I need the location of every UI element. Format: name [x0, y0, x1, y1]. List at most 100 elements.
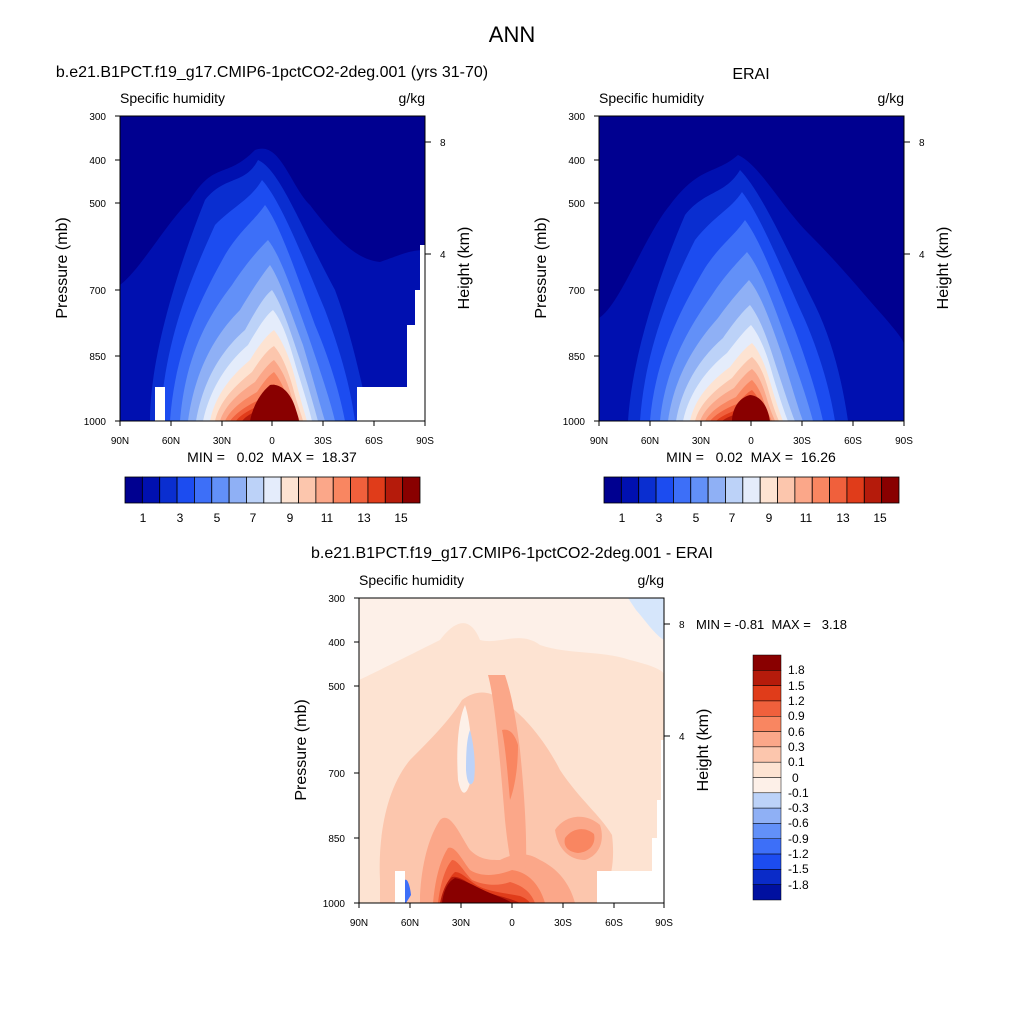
colorbar-label: 5 — [214, 511, 221, 525]
missing-data-masks — [395, 740, 664, 903]
min-max-stats: MIN = 0.02 MAX = 16.26 — [666, 449, 836, 465]
missing-data-block — [652, 838, 664, 871]
colorbar-label: 11 — [321, 511, 334, 525]
colorbar-label: 0.9 — [788, 709, 805, 723]
x-axis: 90N 60N 30N 0 30S 60S 90S — [111, 421, 434, 447]
x-tick-label: 30N — [213, 436, 231, 447]
colorbar-box — [655, 476, 674, 504]
panel-erai: ERAI Specific humidity g/kg — [533, 66, 952, 525]
colorbar-box — [752, 685, 782, 702]
y-axis: 300 400 500 700 850 1000 Pressure (mb) — [533, 112, 599, 428]
colorbar-box — [881, 476, 900, 504]
colorbar-label: 15 — [394, 511, 408, 525]
contour-level-neg-0.1 — [466, 730, 475, 785]
colorbar-label: 9 — [287, 511, 294, 525]
x-tick-label: 60S — [605, 918, 623, 929]
y-tick-label: 700 — [568, 286, 585, 297]
colorbar-label: 1.8 — [788, 663, 805, 677]
colorbar-box — [846, 476, 865, 504]
plot-area — [119, 115, 426, 422]
colorbar-label: 1 — [619, 511, 626, 525]
x-tick-label: 90N — [111, 436, 129, 447]
humidity-contours — [120, 148, 425, 421]
colorbar-label: -1.5 — [788, 862, 809, 876]
colorbar-label: 1.5 — [788, 679, 805, 693]
y-tick-label: 700 — [89, 286, 106, 297]
x-axis: 90N 60N 30N 0 30S 60S 90S — [350, 903, 673, 929]
y-tick-label: 300 — [568, 112, 585, 123]
x-tick-label: 90N — [590, 436, 608, 447]
x-tick-label: 60N — [641, 436, 659, 447]
colorbar-box — [228, 476, 247, 504]
x-tick-label: 60S — [365, 436, 383, 447]
y-tick-label: 400 — [568, 156, 585, 167]
colorbar-boxes — [603, 476, 900, 504]
y-tick-label: 1000 — [323, 899, 346, 910]
panel-model: b.e21.B1PCT.f19_g17.CMIP6-1pctCO2-2deg.0… — [54, 64, 488, 525]
y2-tick-label: 8 — [440, 138, 446, 149]
missing-data-block — [395, 871, 405, 903]
colorbar-box — [752, 716, 782, 732]
x-tick-label: 30N — [452, 918, 470, 929]
x-tick-label: 30N — [692, 436, 710, 447]
colorbar-box — [141, 476, 161, 504]
panel-title: b.e21.B1PCT.f19_g17.CMIP6-1pctCO2-2deg.0… — [56, 64, 488, 81]
x-tick-marks — [358, 903, 665, 908]
colorbar-label: 1.2 — [788, 694, 805, 708]
colorbar: 1 3 5 7 9 11 13 15 — [124, 476, 421, 525]
colorbar-box — [752, 792, 782, 809]
y-tick-marks — [115, 115, 120, 422]
colorbar-box — [638, 476, 657, 504]
colorbar-box — [246, 476, 265, 504]
x-axis: 90N 60N 30N 0 30S 60S 90S — [590, 421, 913, 447]
y-tick-label: 1000 — [563, 417, 586, 428]
colorbar-box — [402, 476, 421, 504]
x-tick-label: 30S — [314, 436, 332, 447]
colorbar-box — [603, 476, 622, 504]
x-tick-label: 0 — [748, 436, 754, 447]
contour-level-peak — [442, 878, 512, 903]
colorbar-label: 9 — [766, 511, 773, 525]
y2-axis-title: Height (km) — [695, 709, 712, 792]
contour-level-16 — [732, 395, 770, 421]
missing-data-block — [657, 800, 664, 838]
variable-label: Specific humidity — [599, 90, 704, 106]
y-axis-title: Pressure (mb) — [533, 217, 550, 318]
missing-data-block — [407, 325, 425, 387]
y-tick-label: 300 — [328, 594, 345, 605]
colorbar-box — [280, 476, 299, 504]
x-tick-label: 60S — [844, 436, 862, 447]
colorbar: 1.8 1.5 1.2 0.9 0.6 0.3 0.1 0 -0.1 -0.3 … — [752, 654, 809, 901]
x-tick-marks — [598, 421, 905, 426]
y-tick-marks — [594, 115, 599, 422]
colorbar-box — [752, 777, 782, 794]
y2-tick-label: 4 — [679, 732, 685, 743]
y-tick-label: 300 — [89, 112, 106, 123]
colorbar-label: -0.1 — [788, 786, 809, 800]
colorbar-label: -0.9 — [788, 832, 809, 846]
colorbar-label: -0.3 — [788, 801, 809, 815]
panel-title: ERAI — [732, 66, 769, 83]
colorbar-box — [211, 476, 230, 504]
colorbar-box — [811, 476, 830, 504]
y-axis-title: Pressure (mb) — [293, 699, 310, 800]
colorbar-box — [752, 853, 782, 870]
y-tick-label: 500 — [568, 199, 585, 210]
y2-axis-title: Height (km) — [456, 227, 473, 310]
colorbar-label: 0.1 — [788, 755, 805, 769]
y2-tick-label: 4 — [440, 250, 446, 261]
variable-label: Specific humidity — [359, 572, 464, 588]
figure-title: ANN — [489, 22, 535, 47]
colorbar-box — [194, 476, 213, 504]
y2-axis: 8 4 Height (km) — [664, 620, 712, 791]
colorbar-box — [159, 476, 178, 504]
y2-axis: 8 4 Height (km) — [904, 138, 952, 309]
colorbar-label: 3 — [656, 511, 663, 525]
colorbar-box — [707, 476, 726, 504]
colorbar-box — [759, 476, 778, 504]
x-tick-label: 60N — [162, 436, 180, 447]
y-tick-label: 500 — [328, 682, 345, 693]
x-tick-label: 30S — [554, 918, 572, 929]
colorbar-label: 1 — [140, 511, 147, 525]
